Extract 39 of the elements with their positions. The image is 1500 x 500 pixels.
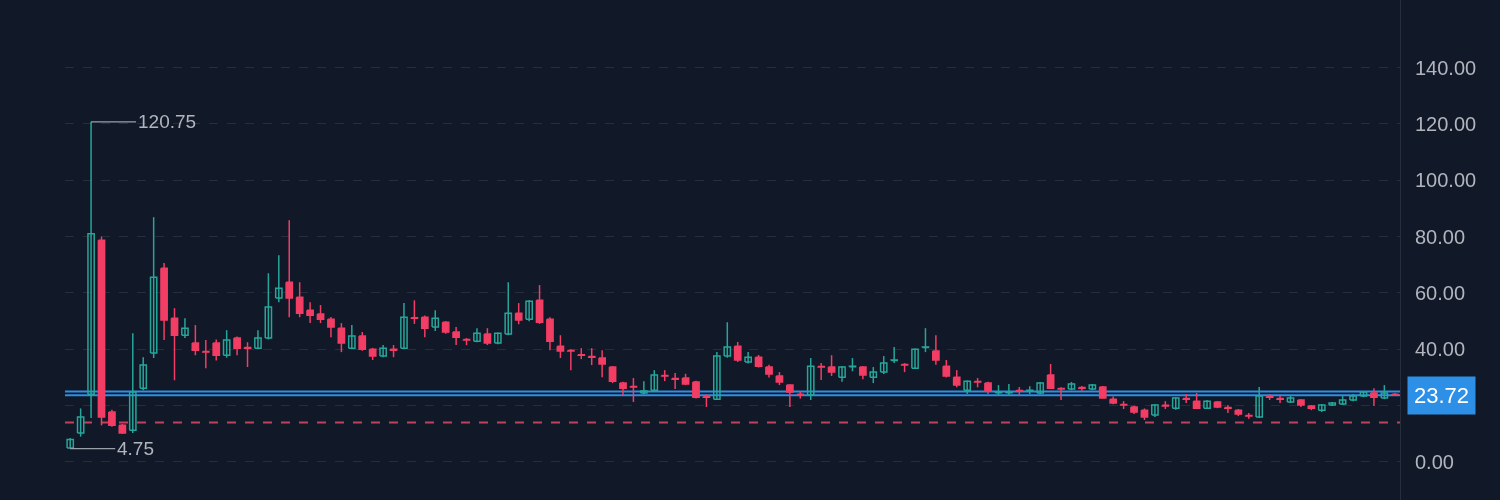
candlestick [504,281,513,336]
candlestick [87,121,95,419]
annotation: 120.75 [138,111,197,132]
candlestick [128,332,137,434]
y-tick-label: 60.00 [1415,281,1466,304]
candlestick [347,324,356,351]
candlestick [650,369,659,393]
candlestick [911,347,919,370]
candlestick [1171,396,1180,411]
candlestick [181,317,189,339]
ref-line-label: 23.72 [1414,383,1470,408]
y-tick-label: 140.00 [1415,56,1477,79]
candlestick [639,380,648,396]
candlestick [879,355,888,375]
candlestick [149,216,158,359]
candlestick [274,254,283,303]
y-tick-label: 0.00 [1415,450,1454,473]
candlestick [254,329,262,351]
y-tick-label: 120.00 [1415,112,1477,135]
candlestick [473,327,481,343]
candlestick [66,437,75,450]
candlestick [76,407,85,438]
annotation: 4.75 [117,438,154,459]
candlestick [400,302,408,351]
y-tick-label: 80.00 [1415,225,1466,248]
candlestick [1255,386,1264,419]
candlestick [712,351,721,401]
candlestick [222,329,231,359]
y-tick-label: 100.00 [1415,169,1477,192]
candlestick [723,321,732,359]
candlestick [838,365,846,383]
candlestick [963,379,972,395]
candlestick [525,299,533,322]
candlestick [1151,403,1159,418]
candlestick [264,272,273,341]
y-tick-label: 40.00 [1415,338,1466,361]
candlestick [431,309,440,332]
candlestick [806,357,815,401]
candlestick [139,356,148,391]
